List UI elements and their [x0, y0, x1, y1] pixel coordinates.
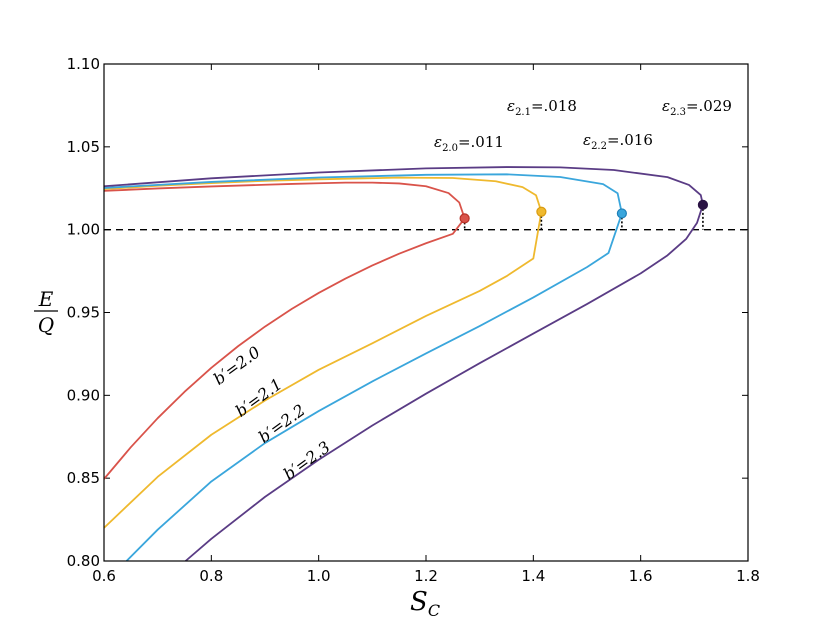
y-axis-label-denominator: Q	[38, 313, 54, 337]
x-tick-label: 0.6	[92, 567, 116, 585]
epsilon-value: =.029	[686, 97, 732, 115]
series-line	[103, 181, 466, 480]
y-tick-label: 0.95	[67, 304, 100, 322]
plot-frame	[103, 63, 749, 562]
series-line	[103, 173, 623, 562]
x-tick-label: 1.8	[736, 567, 760, 585]
x-tick-label: 1.2	[414, 567, 438, 585]
epsilon-subscript: 2.0	[442, 143, 458, 154]
epsilon-value: =.011	[458, 133, 504, 151]
series-marker	[616, 208, 627, 219]
axes-layer: 0.6 0.8 1.0 1.2 1.4 1.6 1.8 0.80 0.85 0.90 0.95 1.0…	[67, 55, 760, 585]
series-epsilon-label: ε2.2=.016	[583, 131, 653, 152]
y-axis-label-numerator: E	[38, 287, 54, 311]
y-tick-label: 1.05	[67, 138, 100, 156]
epsilon-subscript: 2.2	[591, 141, 607, 152]
x-tick-label: 1.6	[629, 567, 653, 585]
x-axis-label-main: S	[410, 587, 428, 617]
series-marker	[459, 213, 470, 224]
series-marker	[697, 199, 709, 210]
epsilon-symbol: ε	[434, 133, 442, 151]
epsilon-symbol: ε	[662, 97, 670, 115]
x-tick-label: 1.4	[521, 567, 545, 585]
series-epsilon-label: ε2.0=.011	[434, 133, 504, 154]
epsilon-subscript: 2.3	[670, 107, 686, 118]
y-axis-label: E Q	[34, 287, 58, 337]
series-epsilon-label: ε2.1=.018	[507, 97, 577, 118]
x-tick-label: 1.0	[307, 567, 331, 585]
x-axis-label: SC	[410, 587, 440, 620]
y-tick-label: 1.00	[67, 221, 100, 239]
epsilon-value: =.018	[531, 97, 577, 115]
epsilon-symbol: ε	[507, 97, 515, 115]
series-line	[103, 166, 704, 562]
epsilon-symbol: ε	[583, 131, 591, 149]
x-tick-label: 0.8	[199, 567, 223, 585]
y-tick-label: 0.90	[67, 386, 100, 404]
series-epsilon-label: ε2.3=.029	[662, 97, 732, 118]
epsilon-subscript: 2.1	[515, 107, 531, 118]
series-marker	[536, 206, 547, 217]
y-tick-label: 0.85	[67, 469, 100, 487]
x-axis-label-sub: C	[428, 601, 440, 620]
y-tick-label: 1.10	[67, 55, 100, 73]
y-tick-label: 0.80	[67, 552, 100, 570]
epsilon-value: =.016	[607, 131, 653, 149]
